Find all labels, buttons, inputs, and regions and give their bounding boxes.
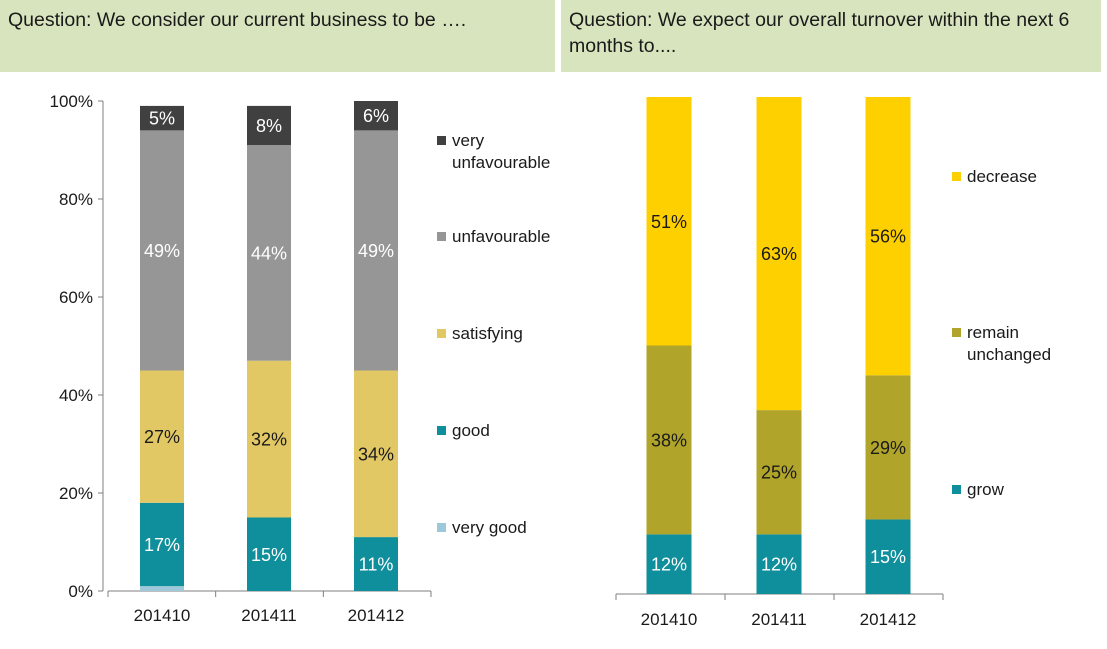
bar-segment-very-unfavourable [140, 105, 184, 131]
bar-segment-remain-unchanged [865, 375, 911, 520]
legend-swatch [437, 232, 446, 241]
bar-segment-good [354, 537, 398, 591]
data-label: 12% [651, 555, 687, 575]
data-label: 38% [651, 430, 687, 450]
bar-segment-grow [646, 534, 692, 594]
question-header-left: Question: We consider our current busine… [0, 0, 555, 72]
data-label: 63% [761, 244, 797, 264]
data-label: 25% [761, 463, 797, 483]
bar-segment-decrease [756, 97, 802, 411]
legend-label: unfavourable [452, 153, 550, 172]
data-label: 12% [761, 555, 797, 575]
legend-label: grow [967, 480, 1005, 499]
data-label: 44% [251, 243, 287, 263]
data-label: 15% [251, 545, 287, 565]
chart-title-right: Question: We expect our overall turnover… [569, 9, 1070, 57]
chart-title-left: Question: We consider our current busine… [8, 9, 467, 31]
legend-swatch [437, 523, 446, 532]
y-tick-label: 60% [59, 288, 93, 307]
legend-swatch [952, 485, 961, 494]
data-label: 29% [870, 438, 906, 458]
y-tick-label: 0% [68, 582, 93, 601]
data-label: 8% [256, 116, 282, 136]
y-tick-label: 80% [59, 190, 93, 209]
bar-segment-good [140, 502, 184, 587]
chart-current-business: 0% 20% 40% 60% 80% 100% 201410 201411 201412 17% 2… [50, 92, 551, 625]
legend-label: decrease [967, 167, 1037, 186]
data-label: 5% [149, 109, 175, 129]
legend-label: remain [967, 323, 1019, 342]
bar-segment-unfavourable [140, 130, 184, 371]
legend-swatch [952, 172, 961, 181]
y-tick-label: 100% [50, 92, 93, 111]
data-label: 56% [870, 227, 906, 247]
data-label: 6% [363, 106, 389, 126]
bar-segment-very-good [140, 586, 184, 591]
data-label: 11% [359, 555, 394, 575]
data-label: 32% [251, 430, 287, 450]
legend-label: satisfying [452, 324, 523, 343]
bar-segment-very-unfavourable [247, 105, 291, 146]
y-tick-label: 20% [59, 484, 93, 503]
question-header-right: Question: We expect our overall turnover… [561, 0, 1101, 72]
bar-segment-unfavourable [247, 145, 291, 361]
data-label: 17% [144, 535, 180, 555]
bar-segment-satisfying [140, 370, 184, 503]
data-label: 49% [358, 241, 394, 261]
x-category-label: 201412 [860, 610, 917, 629]
bar-segment-remain-unchanged [756, 410, 802, 535]
legend-swatch [437, 136, 446, 145]
data-label: 51% [651, 212, 687, 232]
data-label: 34% [358, 444, 394, 464]
bar-segment-good [247, 517, 291, 591]
data-label: 27% [144, 427, 180, 447]
bar-segment-remain-unchanged [646, 345, 692, 535]
data-label: 15% [870, 547, 906, 567]
legend-label: good [452, 421, 490, 440]
legend-label: unfavourable [452, 227, 550, 246]
x-category-label: 201410 [134, 606, 191, 625]
y-tick-label: 40% [59, 386, 93, 405]
x-category-label: 201412 [348, 606, 405, 625]
bar-segment-satisfying [354, 370, 398, 538]
data-label: 49% [144, 241, 180, 261]
legend-label: unchanged [967, 345, 1051, 364]
bar-segment-decrease [646, 97, 692, 346]
legend-label: very [452, 131, 485, 150]
bar-segment-decrease [865, 97, 911, 376]
bar-segment-very-unfavourable [354, 101, 398, 131]
legend-label: very good [452, 518, 527, 537]
bar-segment-satisfying [247, 360, 291, 518]
bar-segment-grow [865, 519, 911, 594]
x-category-label: 201411 [751, 610, 806, 629]
chart-turnover-expectation: 201410 201411 201412 12% 38% 51% 12% 25% 63% 15% 2… [615, 97, 1051, 629]
x-category-label: 201410 [641, 610, 698, 629]
legend-swatch [437, 329, 446, 338]
legend-swatch [437, 426, 446, 435]
legend-swatch [952, 328, 961, 337]
bar-segment-unfavourable [354, 130, 398, 371]
x-category-label: 201411 [241, 606, 296, 625]
bar-segment-grow [756, 534, 802, 594]
